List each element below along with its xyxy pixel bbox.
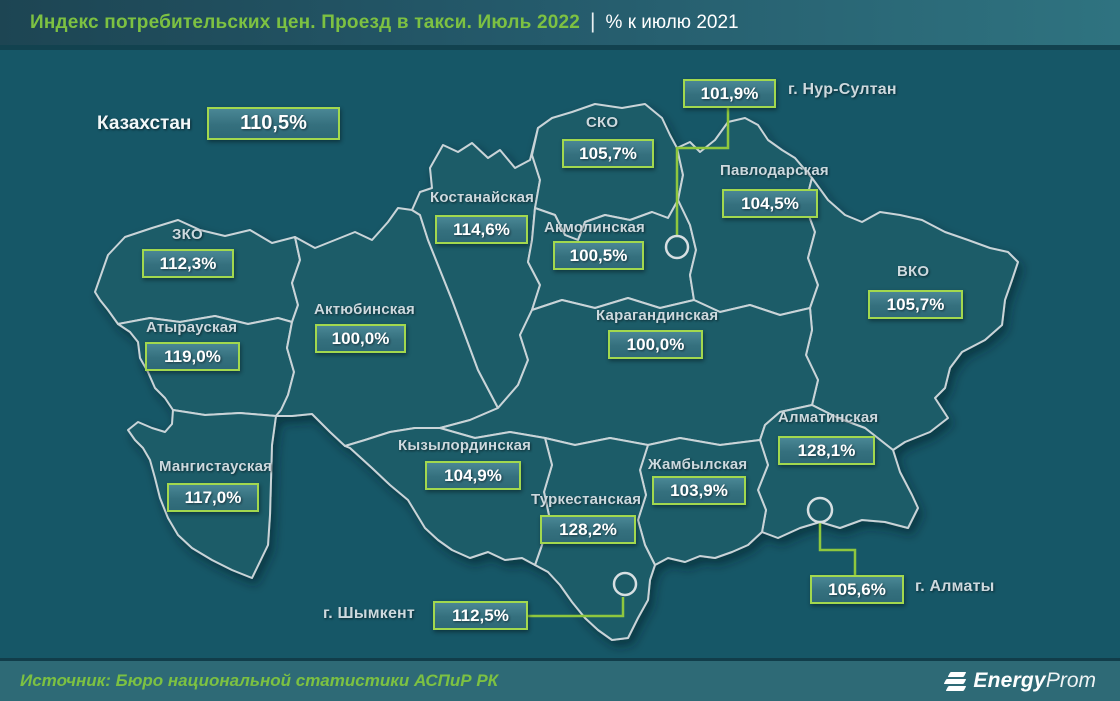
region-label-zhambyl: Жамбылская (648, 456, 748, 473)
city-value-shymkent: 112,5% (433, 601, 528, 630)
city-value-almaty: 105,6% (810, 575, 904, 604)
connector-shymkent (527, 597, 625, 618)
region-value-aktobe: 100,0% (315, 324, 406, 353)
source-text: Источник: Бюро национальной статистики А… (20, 671, 499, 690)
city-label-shymkent: г. Шымкент (323, 605, 415, 622)
city-marker-almaty (806, 496, 834, 524)
energyprom-logo: Energy Prom (943, 669, 1096, 693)
city-label-almaty: г. Алматы (915, 578, 995, 595)
connector-nur-sultan (675, 102, 730, 238)
region-label-zko: ЗКО (172, 226, 203, 243)
region-label-turkestan: Туркестанская (531, 491, 642, 508)
city-marker-shymkent (612, 571, 638, 597)
city-value-nur-sultan: 101,9% (683, 79, 776, 108)
region-value-pavlodar: 104,5% (722, 189, 818, 218)
city-marker-nur-sultan (664, 234, 690, 260)
region-label-kyzylorda: Кызылординская (398, 437, 532, 454)
region-label-vko: ВКО (897, 263, 930, 280)
region-value-sko: 105,7% (562, 139, 654, 168)
page-subtitle: % к июлю 2021 (605, 11, 739, 33)
national-label: Казахстан (97, 113, 192, 134)
region-label-pavlodar: Павлодарская (720, 162, 829, 179)
region-value-karaganda: 100,0% (608, 330, 703, 359)
region-value-atyrau: 119,0% (145, 342, 240, 371)
connector-almaty (818, 521, 857, 577)
region-shapes (94, 103, 1019, 641)
region-label-aktobe: Актюбинская (314, 301, 415, 318)
logo-text-bold: Energy (973, 669, 1046, 692)
region-value-zhambyl: 103,9% (652, 476, 746, 505)
region-value-zko: 112,3% (142, 249, 234, 278)
region-value-kostanay: 114,6% (435, 215, 528, 244)
city-connector-lines (527, 102, 857, 618)
region-label-mangystau: Мангистауская (159, 458, 273, 475)
region-label-almaty-region: Алматинская (778, 409, 879, 426)
footer-bar: Источник: Бюро национальной статистики А… (0, 658, 1120, 701)
city-label-nur-sultan: г. Нур-Султан (788, 81, 897, 98)
region-value-kyzylorda: 104,9% (425, 461, 521, 490)
national-value: 110,5% (207, 107, 340, 140)
logo-text-light: Prom (1045, 669, 1096, 692)
energyprom-stripes-icon (943, 670, 967, 693)
header-bar: Индекс потребительских цен. Проезд в так… (0, 0, 1120, 50)
region-label-sko: СКО (586, 114, 619, 131)
region-value-mangystau: 117,0% (167, 483, 259, 512)
region-label-akmola: Акмолинская (544, 219, 645, 236)
region-value-almaty-region: 128,1% (778, 436, 875, 465)
title-divider: | (590, 9, 596, 33)
region-value-akmola: 100,5% (553, 241, 644, 270)
region-value-vko: 105,7% (868, 290, 963, 319)
region-value-turkestan: 128,2% (540, 515, 636, 544)
city-markers (612, 234, 834, 597)
page-title: Индекс потребительских цен. Проезд в так… (30, 11, 581, 33)
region-label-atyrau: Атырауская (146, 319, 238, 336)
region-label-kostanay: Костанайская (430, 189, 535, 206)
region-label-karaganda: Карагандинская (596, 307, 719, 324)
